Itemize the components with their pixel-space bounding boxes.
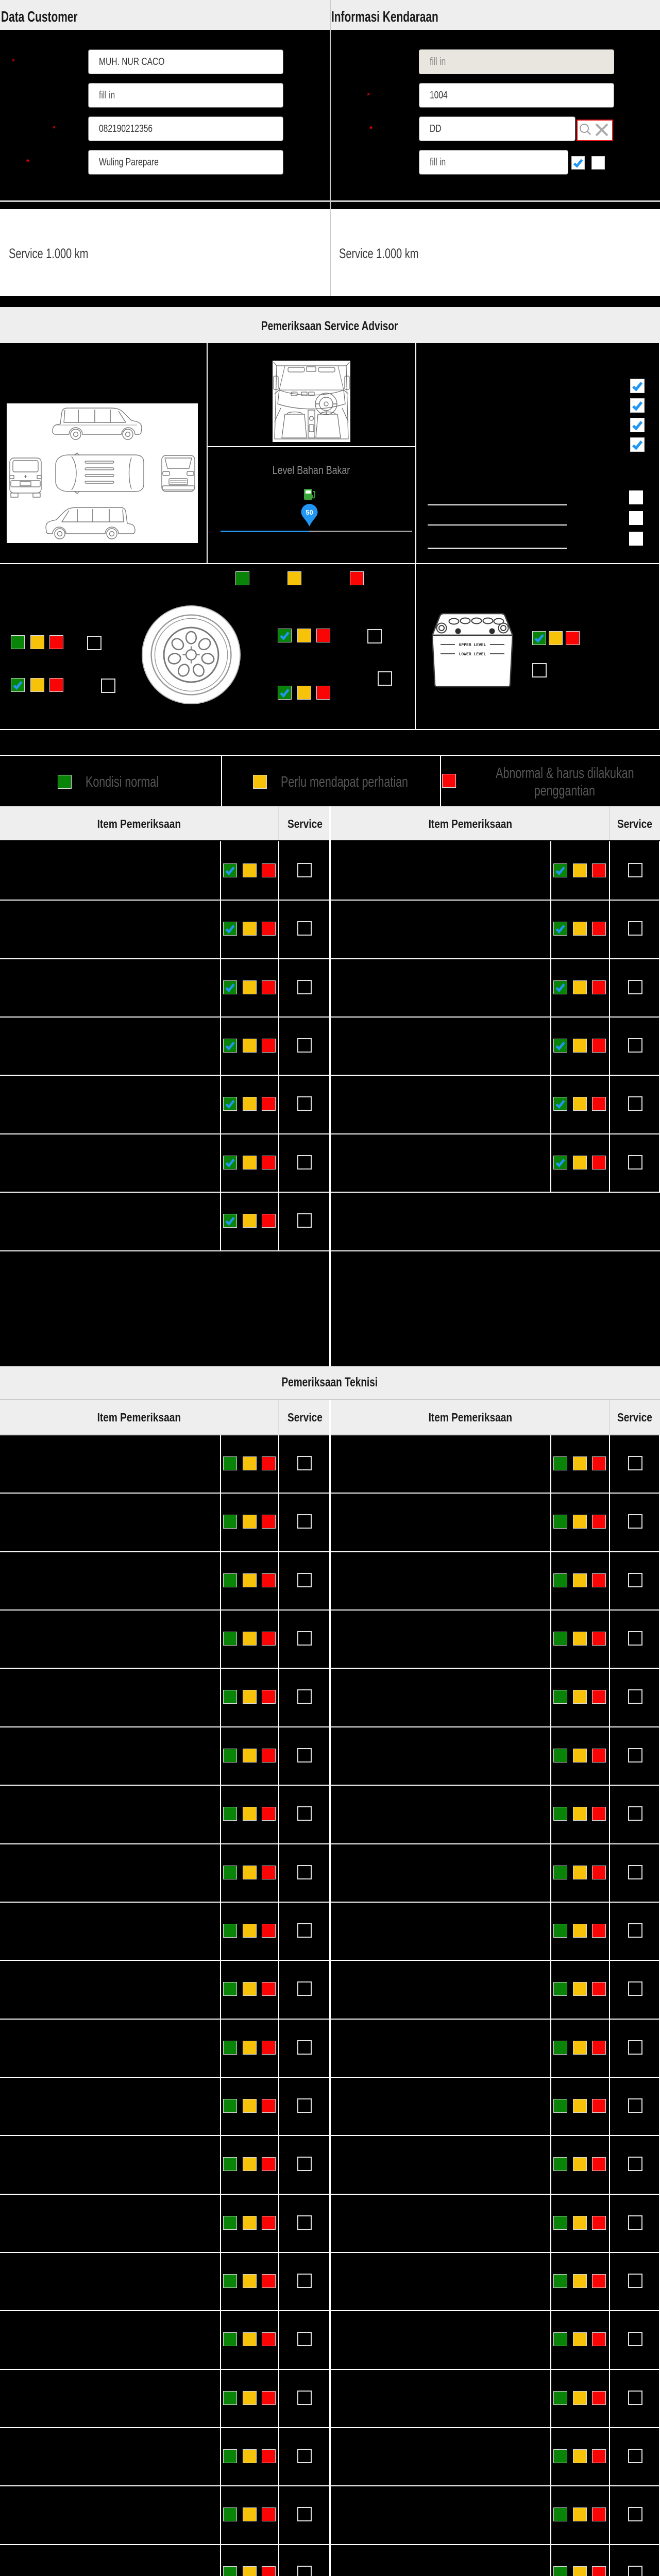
svg-text:50: 50 <box>306 509 313 516</box>
svg-text:UPPER LEVEL: UPPER LEVEL <box>459 643 486 648</box>
svg-text:LOWER LEVEL: LOWER LEVEL <box>459 652 486 657</box>
